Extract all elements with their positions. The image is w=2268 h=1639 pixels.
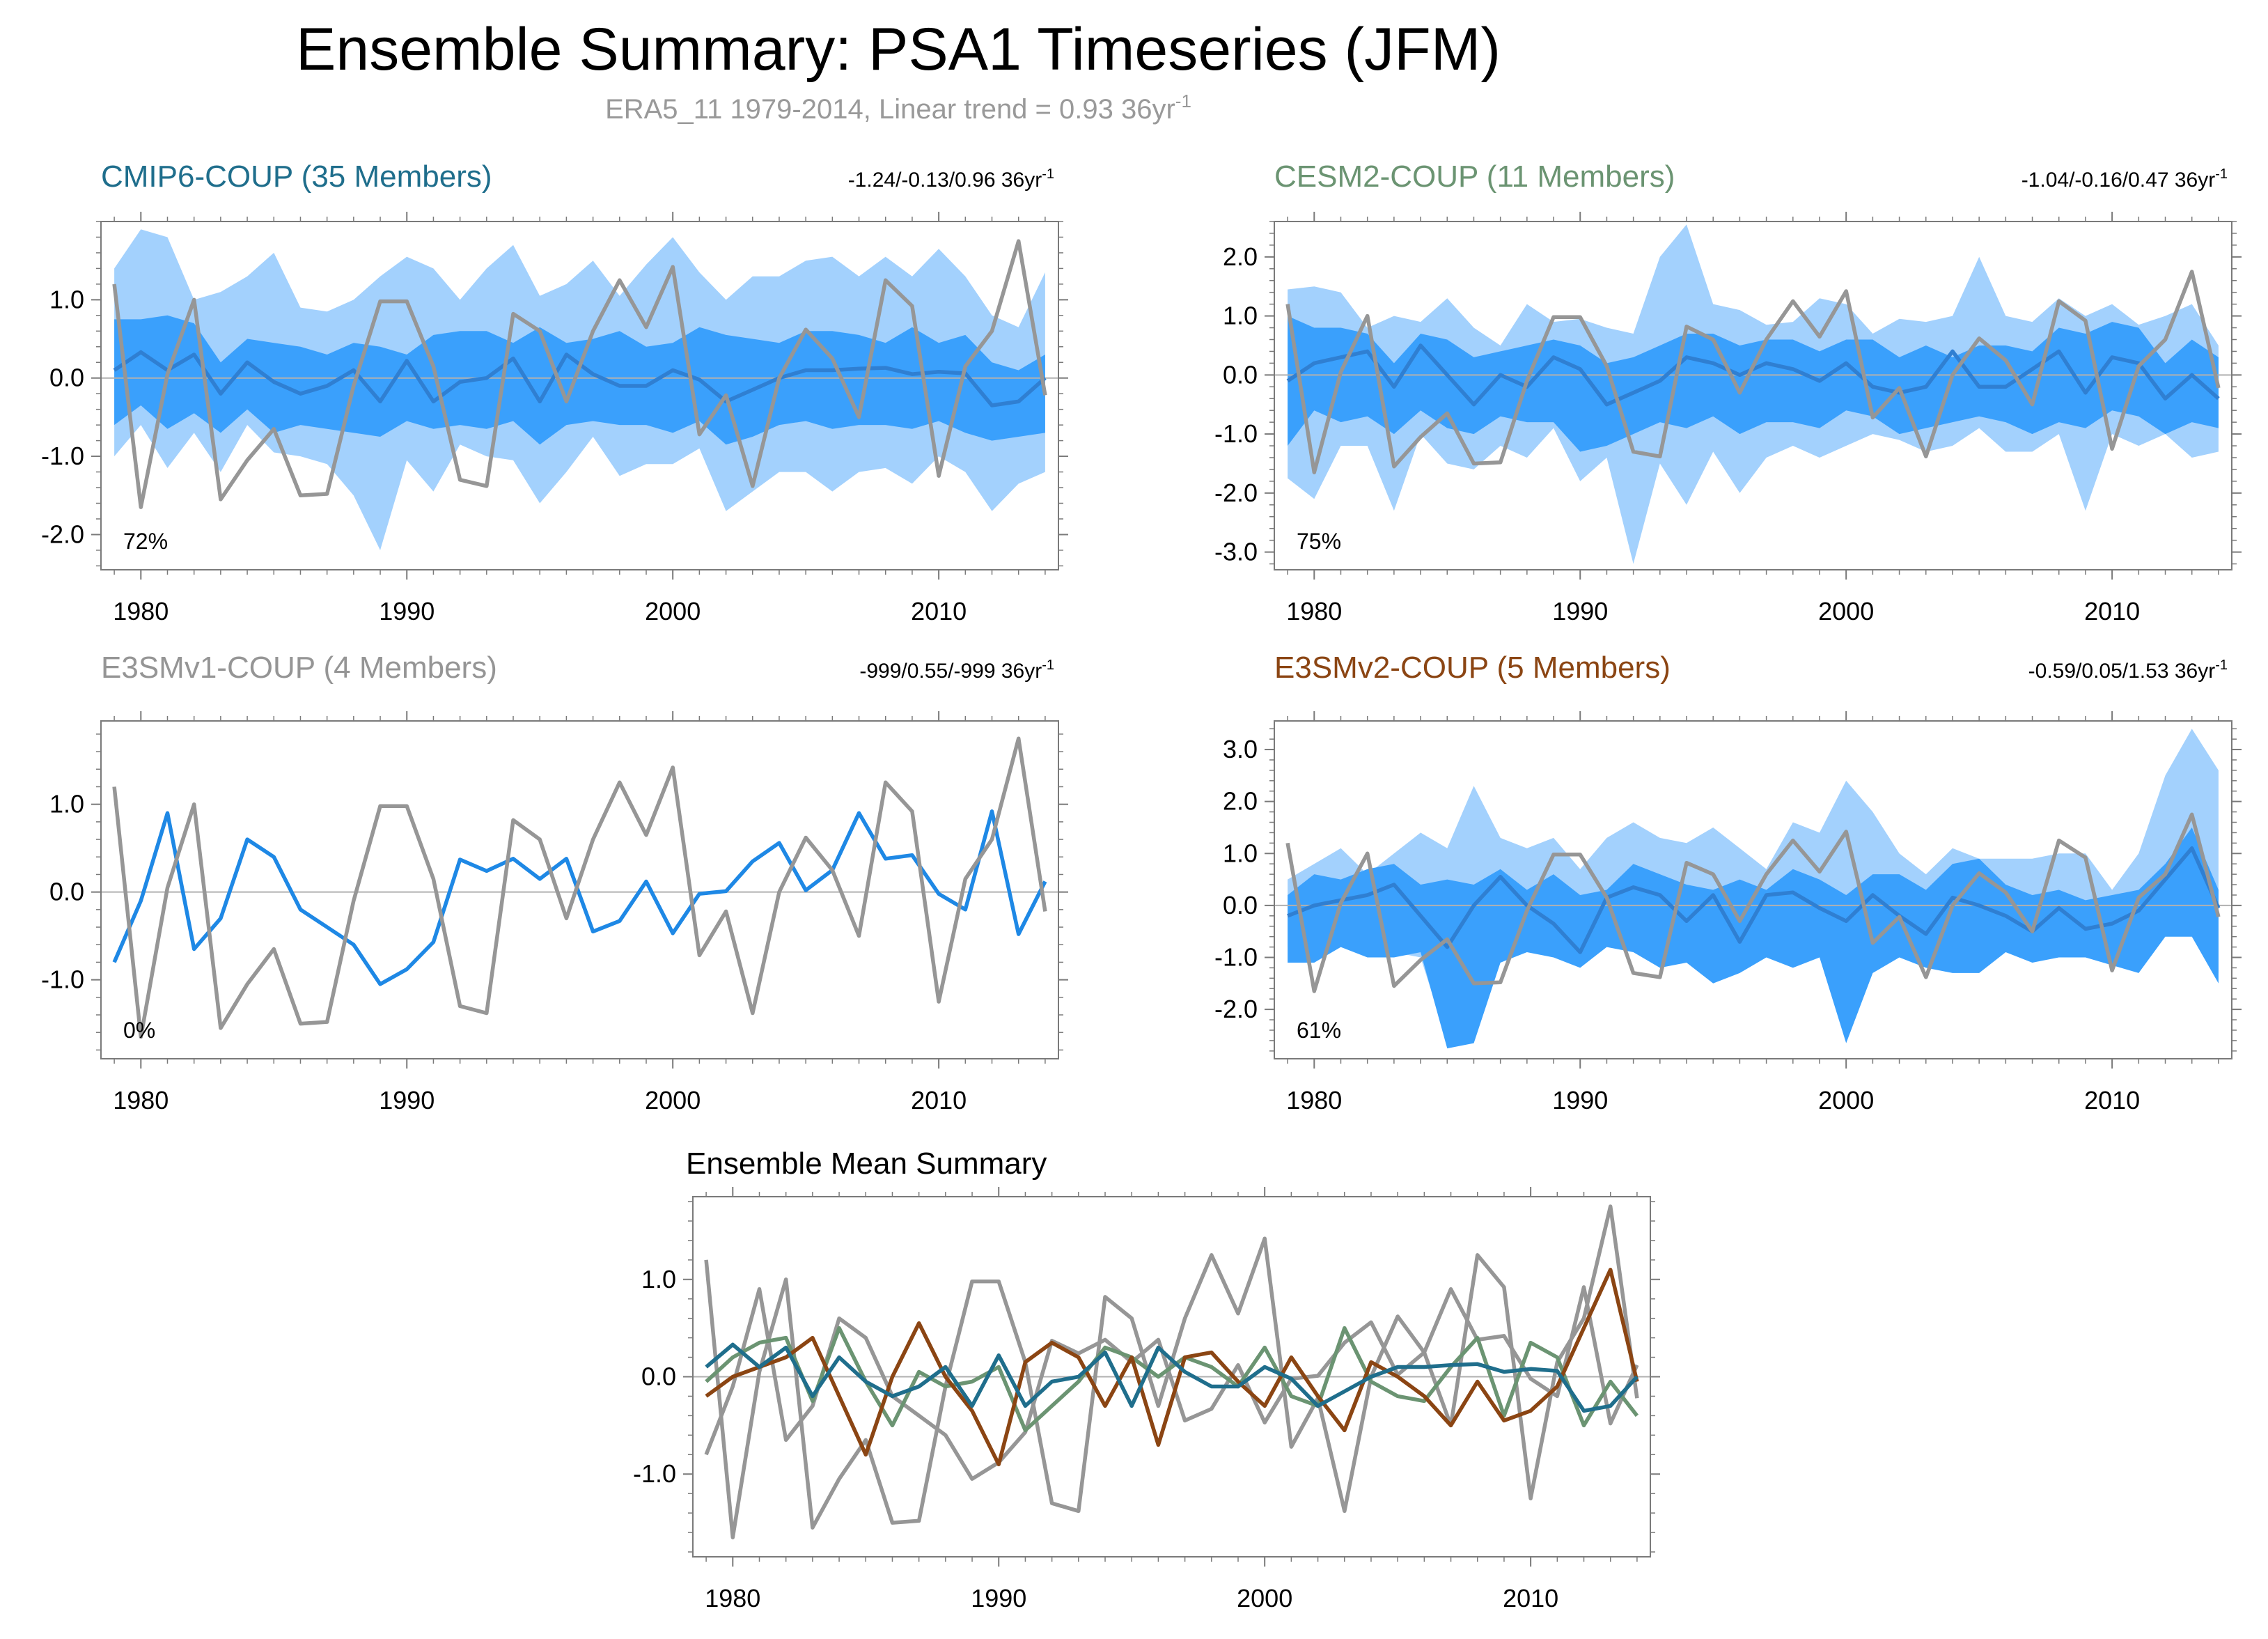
- y-tick-label: 0.0: [49, 364, 84, 392]
- series-line-1: [704, 1285, 1639, 1481]
- series-line-2: [705, 1326, 1639, 1433]
- x-tick-label: 1990: [379, 1086, 435, 1114]
- y-tick-label: 0.0: [641, 1362, 676, 1391]
- x-tick-label: 2010: [911, 597, 967, 626]
- trend-label: -999/0.55/-999 36yr-1: [859, 658, 1054, 683]
- figure-title: Ensemble Summary: PSA1 Timeseries (JFM): [296, 16, 1501, 83]
- percent-label: 0%: [123, 1018, 155, 1043]
- inner-spread-band: [1288, 316, 2219, 452]
- y-tick-label: 1.0: [641, 1265, 676, 1294]
- trend-value: -1.24/-0.13/0.96 36yr: [848, 169, 1042, 192]
- observed-line: [112, 736, 1047, 1039]
- chart-panel-cesm2: CESM2-COUP (11 Members) -1.04/-0.16/0.47 …: [1214, 160, 2242, 626]
- x-tick-label: 1980: [113, 597, 169, 626]
- y-tick-label: -2.0: [1214, 995, 1258, 1023]
- figure-subtitle: ERA5_11 1979-2014, Linear trend = 0.93 3…: [605, 91, 1191, 125]
- x-tick-label: 2000: [1237, 1584, 1292, 1613]
- series-line-3: [705, 1268, 1639, 1467]
- observed-line: [1285, 270, 2221, 474]
- x-tick-label: 2010: [1503, 1584, 1558, 1613]
- y-tick-label: -1.0: [1214, 419, 1258, 448]
- panel-title: E3SMv1-COUP (4 Members): [101, 651, 497, 685]
- y-tick-label: -1.0: [1214, 943, 1258, 972]
- x-tick-label: 1990: [1552, 597, 1608, 626]
- y-tick-label: 2.0: [1223, 787, 1258, 816]
- x-tick-label: 2010: [2084, 1086, 2140, 1114]
- y-tick-label: -3.0: [1214, 538, 1258, 566]
- y-tick-label: -2.0: [41, 520, 84, 548]
- x-tick-label: 1990: [1552, 1086, 1608, 1114]
- observed-line: [1285, 812, 2221, 993]
- trend-label: -1.24/-0.13/0.96 36yr-1: [848, 166, 1054, 192]
- panel-title: E3SMv2-COUP (5 Members): [1274, 651, 1671, 685]
- y-tick-label: -1.0: [633, 1459, 676, 1488]
- y-tick-label: 3.0: [1223, 735, 1258, 763]
- y-tick-label: 1.0: [1223, 302, 1258, 330]
- x-tick-label: 2000: [645, 597, 701, 626]
- trend-value: -0.59/0.05/1.53 36yr: [2028, 660, 2216, 683]
- x-tick-label: 1980: [705, 1584, 760, 1613]
- plot-frame: [1274, 720, 2232, 1059]
- x-tick-label: 2000: [1818, 1086, 1874, 1114]
- y-tick-label: -2.0: [1214, 479, 1258, 507]
- x-tick-label: 1990: [379, 597, 435, 626]
- chart-panel-cmip6: CMIP6-COUP (35 Members) -1.24/-0.13/0.96 …: [41, 160, 1068, 626]
- plot-frame: [100, 720, 1059, 1059]
- chart-panel-e3smv2: E3SMv2-COUP (5 Members) -0.59/0.05/1.53 3…: [1214, 651, 2242, 1114]
- x-tick-label: 1980: [1286, 597, 1342, 626]
- observed-line: [112, 239, 1047, 509]
- panel-title: CMIP6-COUP (35 Members): [101, 160, 492, 194]
- plot-frame: [1274, 221, 2232, 570]
- chart-panel-mean: Ensemble Mean Summary -1.0 0.0 1.0 1980 1990 2…: [633, 1147, 1660, 1613]
- x-tick-label: 2000: [1818, 597, 1874, 626]
- y-tick-label: 1.0: [1223, 839, 1258, 867]
- y-tick-label: -1.0: [41, 442, 84, 470]
- y-tick-label: 1.0: [49, 790, 84, 818]
- x-tick-label: 1980: [1286, 1086, 1342, 1114]
- trend-unit-sup: -1: [1042, 166, 1054, 182]
- percent-label: 61%: [1297, 1018, 1341, 1043]
- y-tick-label: 0.0: [49, 878, 84, 906]
- y-tick-label: 2.0: [1223, 242, 1258, 271]
- y-tick-label: 0.0: [1223, 891, 1258, 919]
- trend-value: -999/0.55/-999 36yr: [859, 660, 1042, 683]
- percent-label: 72%: [123, 529, 168, 554]
- y-tick-label: -1.0: [41, 965, 84, 994]
- x-tick-label: 2000: [645, 1086, 701, 1114]
- chart-panel-e3smv1: E3SMv1-COUP (4 Members) -999/0.55/-999 36…: [41, 651, 1068, 1114]
- series-line-4: [705, 1342, 1639, 1413]
- plot-frame: [100, 221, 1059, 570]
- x-tick-label: 1990: [971, 1584, 1026, 1613]
- percent-label: 75%: [1297, 529, 1341, 554]
- trend-label: -0.59/0.05/1.53 36yr-1: [2028, 658, 2228, 683]
- inner-spread-band: [1288, 828, 2219, 1049]
- ensemble-mean-line: [112, 809, 1047, 986]
- trend-label: -1.04/-0.16/0.47 36yr-1: [2021, 166, 2228, 192]
- x-tick-label: 2010: [2084, 597, 2140, 626]
- trend-unit-sup: -1: [2215, 658, 2228, 673]
- x-tick-label: 1980: [113, 1086, 169, 1114]
- x-tick-label: 2010: [911, 1086, 967, 1114]
- y-tick-label: 1.0: [49, 285, 84, 313]
- y-tick-label: 0.0: [1223, 360, 1258, 389]
- panel-title: Ensemble Mean Summary: [686, 1147, 1047, 1181]
- trend-unit-sup: -1: [1042, 658, 1054, 673]
- trend-unit-sup: -1: [2215, 166, 2228, 182]
- trend-value: -1.04/-0.16/0.47 36yr: [2021, 169, 2216, 192]
- panel-title: CESM2-COUP (11 Members): [1274, 160, 1675, 194]
